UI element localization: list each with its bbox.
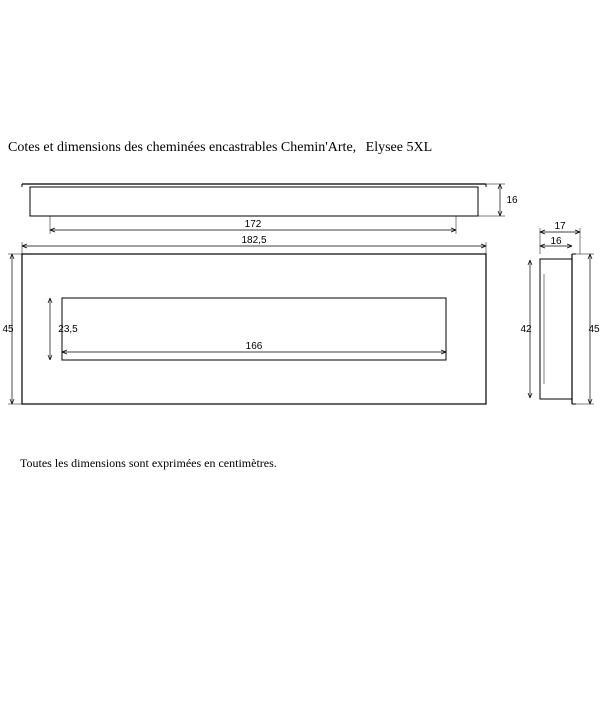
svg-text:45: 45: [2, 324, 14, 335]
svg-text:16: 16: [506, 195, 518, 206]
svg-text:17: 17: [554, 221, 566, 232]
svg-text:16: 16: [550, 236, 562, 247]
technical-drawing: 172 16 182,5 45 166 23,5 17 16 42 45: [0, 0, 600, 705]
svg-text:172: 172: [245, 219, 262, 230]
svg-text:23,5: 23,5: [58, 324, 78, 335]
svg-text:45: 45: [588, 324, 600, 335]
svg-text:42: 42: [520, 324, 532, 335]
svg-text:182,5: 182,5: [241, 235, 266, 246]
svg-text:166: 166: [246, 341, 263, 352]
